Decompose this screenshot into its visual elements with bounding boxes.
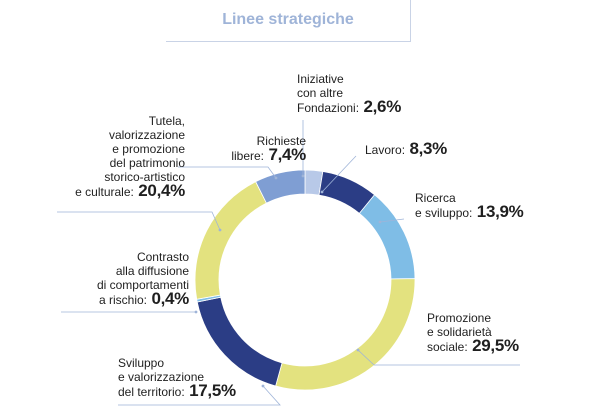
slice-label-line: Sviluppo bbox=[118, 356, 236, 370]
slice-label-line: Ricerca bbox=[415, 191, 524, 205]
donut-slice bbox=[194, 181, 267, 300]
slice-label-text: libere: bbox=[231, 149, 265, 163]
slice-label-text: a rischio: bbox=[98, 293, 148, 307]
slice-value: 8,3% bbox=[405, 139, 448, 158]
slice-value: 0,4% bbox=[147, 289, 189, 308]
slice-label: Iniziative con altre Fondazioni: 2,6% bbox=[297, 72, 401, 115]
slice-label-line: Iniziative bbox=[297, 72, 401, 86]
slice-label: Tutela, valorizzazione e promozione del pat… bbox=[57, 114, 185, 199]
slice-label-text: Fondazioni: bbox=[297, 101, 360, 115]
slice-label-line: del territorio: 17,5% bbox=[118, 381, 236, 400]
slice-label: Richieste libere: 7,4% bbox=[178, 134, 306, 163]
slice-label-line: e valorizzazione bbox=[118, 370, 236, 384]
slice-label-text: Ricerca bbox=[415, 191, 456, 205]
slice-label-line: e solidarietà bbox=[427, 325, 519, 339]
leader-dot bbox=[261, 384, 265, 388]
slice-label-text: con altre bbox=[297, 86, 344, 100]
slice-label-text: storico-artistico bbox=[104, 170, 185, 184]
slice-value: 13,9% bbox=[472, 202, 524, 221]
slice-label-line: Promozione bbox=[427, 311, 519, 325]
slice-label-text: Promozione bbox=[427, 311, 492, 325]
donut-slice bbox=[255, 169, 306, 204]
title-box: Linee strategiche bbox=[166, 0, 411, 42]
slice-label-text: di comportamenti bbox=[96, 278, 189, 292]
slice-label-text: alla diffusione bbox=[115, 264, 189, 278]
leader-line bbox=[357, 349, 520, 366]
leader-line bbox=[178, 166, 277, 179]
slice-label-text: del territorio: bbox=[118, 385, 185, 399]
slice-label-text: e sviluppo: bbox=[415, 206, 473, 220]
leader-dot bbox=[194, 310, 198, 314]
slice-label: Promozione e solidarietà sociale: 29,5% bbox=[427, 311, 519, 354]
slice-value: 7,4% bbox=[264, 145, 306, 164]
leader-dot bbox=[320, 190, 324, 194]
leader-line bbox=[321, 155, 357, 193]
leader-dot bbox=[274, 176, 278, 180]
slice-label-line: con altre bbox=[297, 86, 401, 100]
slice-label: Ricerca e sviluppo: 13,9% bbox=[415, 191, 524, 220]
slice-label-text: del patrimonio bbox=[109, 156, 185, 170]
slice-label-line: a rischio: 0,4% bbox=[61, 289, 189, 308]
donut-slice bbox=[275, 278, 416, 391]
slice-label-text: sociale: bbox=[427, 340, 468, 354]
leader-line bbox=[118, 385, 281, 406]
leader-line bbox=[57, 211, 221, 231]
slice-label-text: Sviluppo bbox=[118, 356, 165, 370]
slice-label-line: Tutela, bbox=[57, 114, 185, 128]
chart-title: Linee strategiche bbox=[222, 11, 354, 28]
slice-label-text: e valorizzazione bbox=[118, 370, 205, 384]
leader-line bbox=[379, 218, 405, 223]
slice-label-line: storico-artistico bbox=[57, 170, 185, 184]
slice-value: 2,6% bbox=[359, 97, 402, 116]
slice-label-text: Richieste bbox=[256, 134, 306, 148]
slice-label-line: e culturale: 20,4% bbox=[57, 181, 185, 200]
slice-label-line: Contrasto bbox=[61, 250, 189, 264]
slice-label-text: e culturale: bbox=[75, 185, 134, 199]
slice-value: 29,5% bbox=[467, 336, 519, 355]
leader-dot bbox=[378, 220, 382, 224]
leader-dot bbox=[301, 174, 305, 178]
slice-label-text: e promozione bbox=[112, 142, 185, 156]
slice-label-line: di comportamenti bbox=[61, 278, 189, 292]
slice-label-line: del patrimonio bbox=[57, 156, 185, 170]
slice-label-text: Iniziative bbox=[297, 72, 344, 86]
slice-label: Sviluppo e valorizzazione del territorio: … bbox=[118, 356, 236, 399]
donut-slice bbox=[358, 194, 416, 280]
leader-dot bbox=[356, 348, 360, 352]
slice-label-text: Tutela, bbox=[148, 114, 185, 128]
slice-value: 17,5% bbox=[184, 381, 236, 400]
slice-label-line: Fondazioni: 2,6% bbox=[297, 97, 402, 116]
slice-label-line: e sviluppo: 13,9% bbox=[415, 202, 524, 221]
slice-label-line: libere: 7,4% bbox=[178, 145, 306, 164]
slice-label-text: Contrasto bbox=[136, 250, 189, 264]
slice-label-text: e solidarietà bbox=[427, 325, 492, 339]
leader-dot bbox=[218, 228, 222, 232]
slice-label-line: Lavoro: 8,3% bbox=[365, 139, 448, 158]
slice-label-line: sociale: 29,5% bbox=[427, 336, 519, 355]
slice-label-line: e promozione bbox=[57, 142, 185, 156]
slice-value: 20,4% bbox=[133, 181, 185, 200]
slice-label-line: alla diffusione bbox=[61, 264, 189, 278]
slice-label-line: Richieste bbox=[178, 134, 306, 148]
slice-label-line: valorizzazione bbox=[57, 128, 185, 142]
slice-label: Contrasto alla diffusione di comportamenti… bbox=[61, 250, 189, 307]
slice-label-text: valorizzazione bbox=[108, 128, 185, 142]
slice-label: Lavoro: 8,3% bbox=[365, 139, 448, 158]
slice-label-text: Lavoro: bbox=[365, 143, 406, 157]
